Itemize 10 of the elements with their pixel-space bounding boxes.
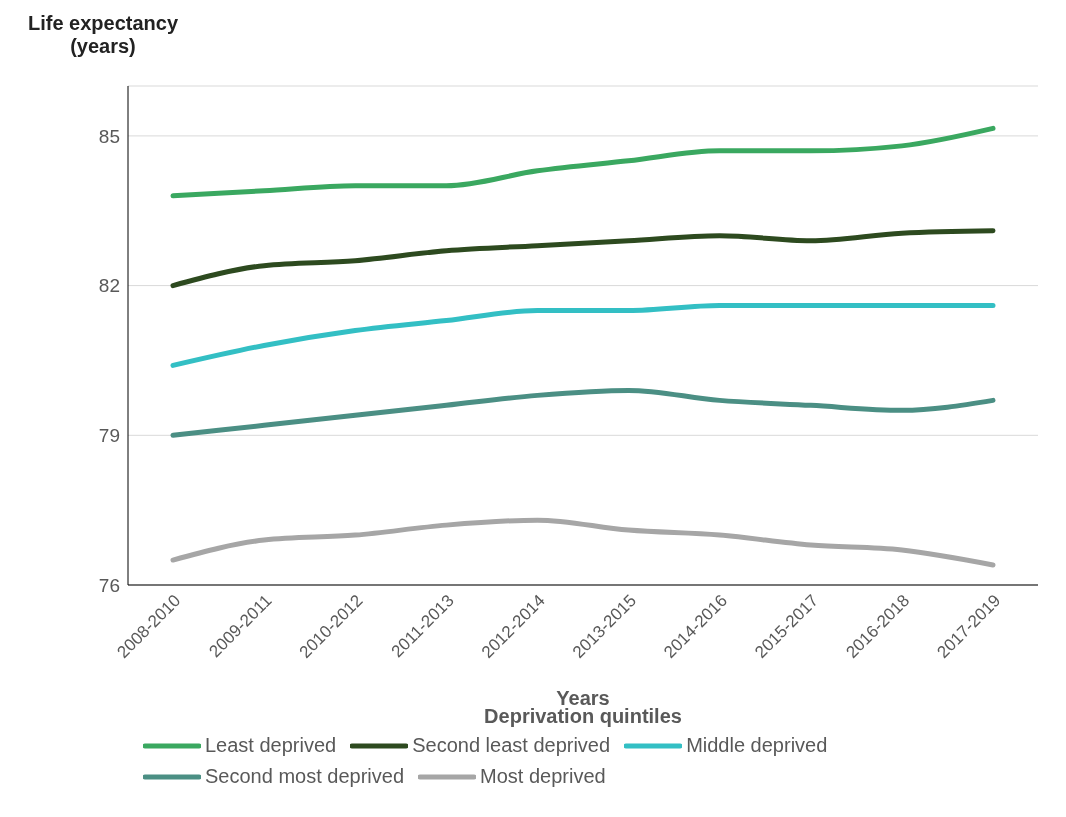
legend-label: Most deprived	[480, 765, 606, 788]
legend-label: Second most deprived	[205, 765, 405, 788]
y-axis-title: Life expectancy (years)	[26, 12, 180, 58]
y-tick-label: 79	[98, 425, 120, 447]
y-tick-label: 85	[98, 125, 120, 147]
y-tick-label: 76	[98, 574, 120, 596]
y-tick-label: 82	[98, 275, 120, 297]
legend-label: Least deprived	[205, 734, 337, 757]
legend-label: Second least deprived	[412, 734, 611, 757]
legend-label: Middle deprived	[686, 734, 828, 757]
